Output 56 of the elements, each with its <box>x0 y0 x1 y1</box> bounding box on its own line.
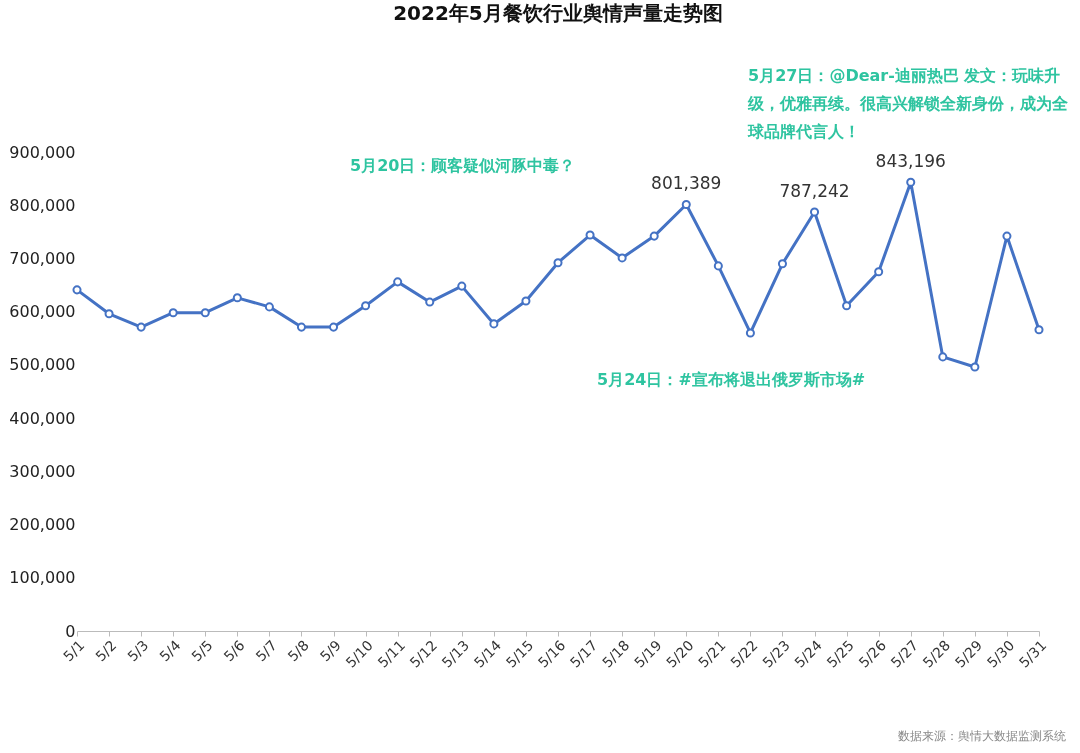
point <box>200 308 210 318</box>
y-tick-label: 100,000 <box>9 568 76 588</box>
y-tick-label: 900,000 <box>9 142 76 162</box>
point <box>232 293 242 303</box>
point <box>1034 325 1044 335</box>
point <box>585 230 595 240</box>
point <box>521 296 531 306</box>
data-label: 801,389 <box>651 173 722 194</box>
point <box>745 328 755 338</box>
x-tick-label: 5/6 <box>220 637 248 665</box>
point <box>489 319 499 329</box>
y-tick-label: 600,000 <box>9 302 76 322</box>
x-tick-label: 5/2 <box>92 637 120 665</box>
y-tick-label: 500,000 <box>9 355 76 375</box>
point <box>906 177 916 187</box>
point <box>649 231 659 241</box>
y-tick-label: 200,000 <box>9 515 76 535</box>
data-label: 843,196 <box>875 151 946 172</box>
x-tick-label: 5/8 <box>284 637 312 665</box>
point <box>938 352 948 362</box>
point <box>168 308 178 318</box>
point <box>713 261 723 271</box>
data-label: 787,242 <box>779 181 850 202</box>
point <box>329 322 339 332</box>
y-tick-label: 800,000 <box>9 195 76 215</box>
point <box>681 199 691 210</box>
point <box>457 281 467 291</box>
point <box>553 258 563 268</box>
source-note: 数据来源：舆情大数据监测系统 <box>898 728 1066 745</box>
point <box>296 322 306 332</box>
x-tick-label: 5/7 <box>252 637 280 665</box>
point <box>361 301 371 311</box>
point <box>810 207 820 217</box>
text: 5月27日：@Dear-迪丽热巴 发文：玩味升级，优雅再续。很高兴解锁全新身份，成为全球品牌代言人！ <box>748 65 1069 143</box>
point <box>842 301 852 311</box>
x-tick-label: 5/4 <box>156 637 184 665</box>
x-tick-label: 5/5 <box>188 637 216 665</box>
point <box>425 297 435 307</box>
point <box>970 362 980 372</box>
point <box>104 309 114 319</box>
point <box>777 259 787 269</box>
point <box>136 322 146 332</box>
y-tick-label: 700,000 <box>9 248 76 268</box>
annotation: 5月24日：#宣布将退出俄罗斯市场# <box>597 369 867 391</box>
point <box>72 285 82 295</box>
x-tick-label: 5/3 <box>124 637 152 665</box>
point <box>393 277 403 287</box>
point <box>874 267 884 277</box>
point <box>264 302 274 312</box>
annotation: 5月20日：顾客疑似河豚中毒？ <box>350 156 576 175</box>
x-tick-label: 5/9 <box>316 637 344 665</box>
chart-title: 2022年5月餐饮行业舆情声量走势图 <box>393 1 723 25</box>
y-tick-label: 400,000 <box>9 408 76 428</box>
point <box>617 253 627 263</box>
y-tick-label: 300,000 <box>9 461 76 481</box>
point <box>1002 231 1012 241</box>
